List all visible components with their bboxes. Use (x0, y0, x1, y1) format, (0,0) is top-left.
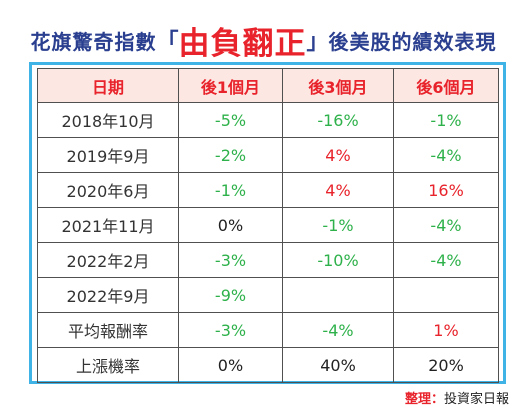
table-row: 2018年10月 -5% -16% -1% (37, 102, 499, 138)
return-cell: 4% (282, 172, 394, 208)
row-label: 2018年10月 (37, 102, 179, 138)
title-quote-close: 」 (306, 30, 329, 55)
return-cell: -1% (393, 102, 499, 138)
row-label: 上漲機率 (37, 347, 179, 383)
row-label: 2022年2月 (37, 242, 179, 278)
return-cell: -9% (178, 277, 283, 313)
table-frame: 日期 後1個月 後3個月 後6個月 2018年10月 -5% -16% -1% 2019… (29, 62, 506, 384)
return-cell: -4% (393, 207, 499, 243)
row-label: 2020年6月 (37, 172, 179, 208)
return-cell: 1% (393, 312, 499, 348)
return-cell: 0% (178, 347, 283, 383)
performance-table: 日期 後1個月 後3個月 後6個月 2018年10月 -5% -16% -1% 2019… (37, 68, 499, 383)
header-6-months: 後6個月 (393, 68, 499, 103)
return-cell: -5% (178, 102, 283, 138)
table-row: 上漲機率 0% 40% 20% (37, 347, 499, 383)
return-cell (393, 277, 499, 313)
table-header-row: 日期 後1個月 後3個月 後6個月 (37, 68, 499, 103)
return-cell: -3% (178, 312, 283, 348)
title-prefix: 花旗驚奇指數 (30, 29, 157, 54)
return-cell (282, 277, 394, 313)
row-label: 2021年11月 (37, 207, 179, 243)
return-cell: 20% (393, 347, 499, 383)
return-cell: -1% (282, 207, 394, 243)
return-cell: -4% (282, 312, 394, 348)
table-row: 2019年9月 -2% 4% -4% (37, 137, 499, 173)
row-label: 2022年9月 (37, 277, 179, 313)
table-row: 平均報酬率 -3% -4% 1% (37, 312, 499, 348)
return-cell: 40% (282, 347, 394, 383)
table-row: 2022年9月 -9% (37, 277, 499, 313)
table-row: 2021年11月 0% -1% -4% (37, 207, 499, 243)
return-cell: -10% (282, 242, 394, 278)
header-3-months: 後3個月 (282, 68, 394, 103)
title-quote-open: 「 (156, 30, 179, 55)
return-cell: -4% (393, 137, 499, 173)
table-row: 2022年2月 -3% -10% -4% (37, 242, 499, 278)
return-cell: 4% (282, 137, 394, 173)
return-cell: 16% (393, 172, 499, 208)
page-title: 花旗驚奇指數 「 由負翻正 」 後美股的績效表現 (0, 20, 527, 62)
return-cell: -2% (178, 137, 283, 173)
header-date: 日期 (37, 68, 179, 103)
table-row: 2020年6月 -1% 4% 16% (37, 172, 499, 208)
return-cell: -3% (178, 242, 283, 278)
return-cell: -16% (282, 102, 394, 138)
return-cell: -1% (178, 172, 283, 208)
source-separator: ： (430, 392, 444, 407)
return-cell: 0% (178, 207, 283, 243)
row-label: 2019年9月 (37, 137, 179, 173)
source-value: 投資家日報 (443, 392, 509, 407)
source-note: 整理：投資家日報 (405, 388, 509, 407)
title-suffix: 後美股的績效表現 (328, 29, 497, 54)
source-label: 整理 (404, 392, 431, 407)
header-1-month: 後1個月 (178, 68, 283, 103)
row-label: 平均報酬率 (37, 312, 179, 348)
title-highlight: 由負翻正 (178, 25, 307, 62)
return-cell: -4% (393, 242, 499, 278)
